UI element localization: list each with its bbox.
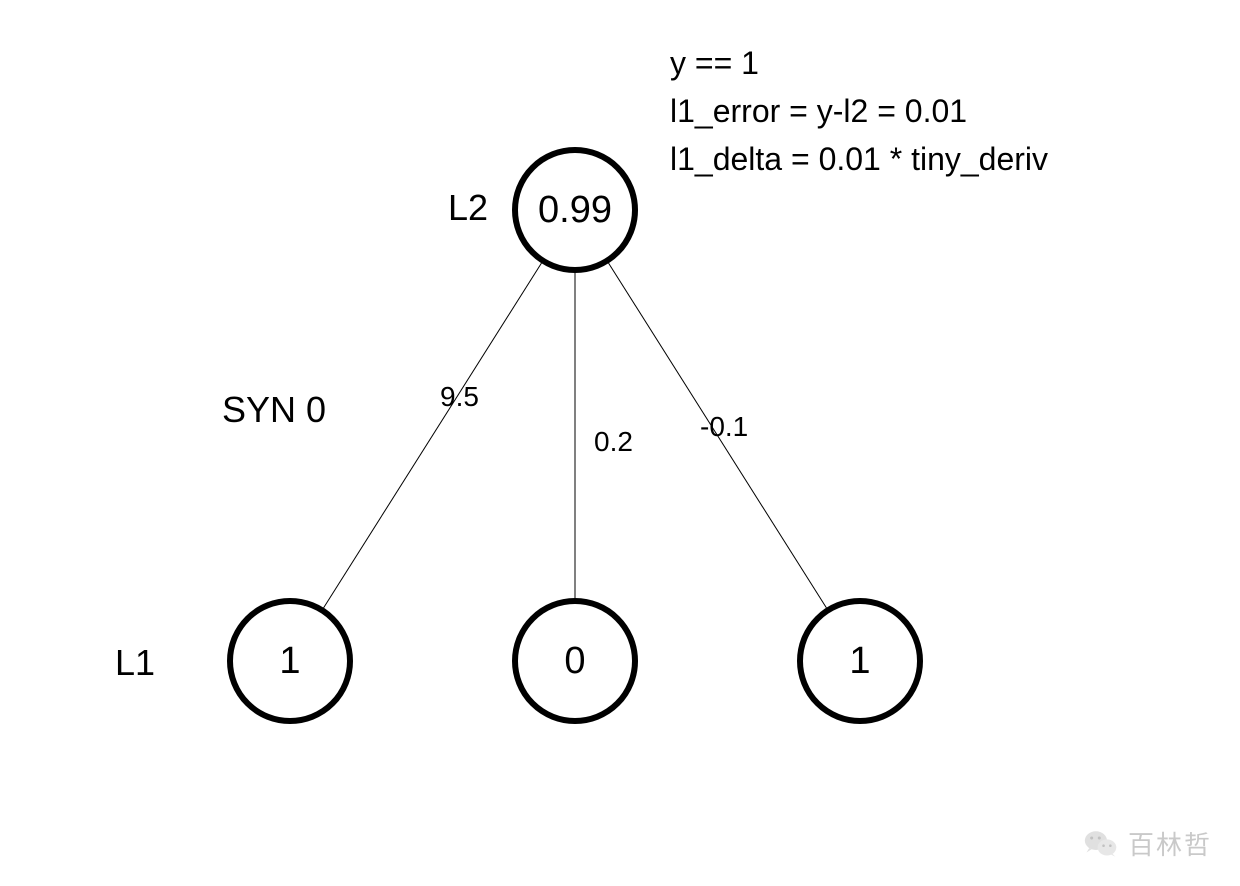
layer-label: L1 — [115, 642, 155, 684]
node-value: 0 — [564, 640, 585, 682]
node-value: 1 — [849, 640, 870, 682]
annotation-line: l1_delta = 0.01 * tiny_deriv — [670, 141, 1048, 178]
edge-weight-label: 0.2 — [594, 426, 633, 458]
watermark: 百林哲 — [1084, 825, 1212, 862]
edge-weight-label: -0.1 — [700, 411, 748, 443]
annotation-line: l1_error = y-l2 = 0.01 — [670, 93, 967, 130]
annotation-line: y == 1 — [670, 45, 759, 82]
edges-group — [322, 261, 828, 611]
wechat-icon — [1084, 827, 1118, 861]
node-value: 0.99 — [538, 189, 612, 231]
edge-weight-label: 9.5 — [440, 381, 479, 413]
node-value: 1 — [279, 640, 300, 682]
edge — [322, 261, 543, 611]
watermark-text: 百林哲 — [1128, 825, 1212, 862]
layer-label: SYN 0 — [222, 389, 326, 431]
layer-label: L2 — [448, 187, 488, 229]
